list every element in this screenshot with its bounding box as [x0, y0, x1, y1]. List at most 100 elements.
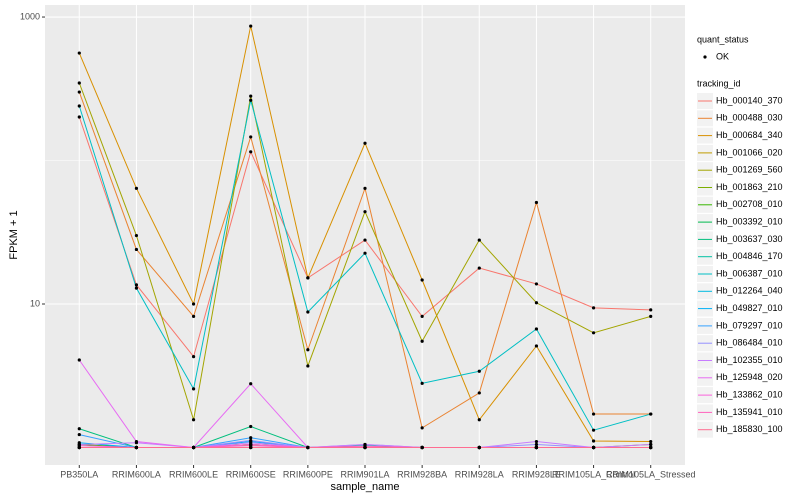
- x-tick-label: RRIM600LA: [112, 469, 161, 479]
- data-point: [477, 418, 481, 422]
- data-point: [249, 436, 253, 440]
- data-point: [191, 314, 196, 318]
- data-point: [363, 251, 367, 255]
- x-tick-label: RRIM928LA: [455, 469, 504, 479]
- legend-label: Hb_006387_010: [716, 268, 783, 278]
- data-point: [591, 331, 596, 335]
- data-point: [477, 445, 481, 450]
- data-point: [191, 387, 196, 391]
- legend-label: Hb_001066_020: [716, 147, 783, 157]
- data-point: [306, 348, 310, 352]
- data-point: [249, 24, 253, 28]
- data-point: [477, 238, 481, 242]
- x-tick-label: RRIM105LA_Control: [552, 469, 635, 479]
- legend-label: Hb_003637_030: [716, 234, 783, 244]
- data-point: [420, 314, 424, 318]
- data-point: [306, 445, 310, 450]
- data-point: [77, 445, 81, 450]
- x-tick-label: RRIM901LA: [340, 469, 389, 479]
- data-point: [420, 339, 424, 343]
- data-point: [649, 439, 653, 444]
- data-point: [306, 310, 310, 314]
- legend-label: Hb_000684_340: [716, 130, 783, 140]
- data-point: [134, 445, 139, 450]
- data-point: [249, 438, 253, 443]
- data-point: [191, 302, 196, 306]
- x-tick-label: RRIM600LE: [169, 469, 218, 479]
- legend-label: Hb_002708_010: [716, 199, 783, 209]
- data-point: [591, 445, 596, 450]
- data-point: [363, 186, 367, 190]
- legend-key: [703, 55, 707, 59]
- legend-label: Hb_012264_040: [716, 286, 783, 296]
- data-point: [363, 141, 367, 145]
- data-point: [477, 391, 481, 395]
- data-point: [649, 442, 653, 447]
- data-point: [534, 344, 539, 348]
- x-tick-label: RRIM600SE: [226, 469, 276, 479]
- legend-label: Hb_135941_010: [716, 407, 783, 417]
- y-tick-label: 1000: [20, 11, 40, 21]
- data-point: [477, 369, 481, 373]
- data-point: [591, 428, 596, 432]
- legend-label: Hb_049827_010: [716, 303, 783, 313]
- data-point: [134, 286, 139, 290]
- data-point: [249, 150, 253, 154]
- legend-label: Hb_102355_010: [716, 355, 783, 365]
- data-point: [134, 186, 139, 190]
- data-point: [477, 266, 481, 270]
- data-point: [534, 282, 539, 286]
- data-point: [591, 306, 596, 310]
- legend-label: Hb_001269_560: [716, 165, 783, 175]
- data-point: [534, 200, 539, 205]
- data-point: [306, 276, 310, 280]
- x-tick-label: RRIM105LA_Stressed: [606, 469, 696, 479]
- legend-label: Hb_185830_100: [716, 424, 783, 434]
- data-point: [249, 94, 253, 98]
- data-point: [77, 358, 81, 362]
- data-point: [134, 247, 139, 252]
- data-point: [249, 445, 253, 450]
- data-point: [191, 418, 196, 422]
- legend-label: Hb_133862_010: [716, 389, 783, 399]
- data-point: [363, 210, 367, 214]
- data-point: [77, 90, 81, 94]
- legend-title: quant_status: [697, 34, 749, 44]
- data-point: [534, 439, 539, 444]
- legend-label: Hb_004846_170: [716, 251, 783, 261]
- data-point: [649, 308, 653, 312]
- y-axis-label: FPKM + 1: [8, 210, 20, 259]
- data-point: [249, 424, 253, 429]
- data-point: [77, 115, 81, 119]
- data-point: [134, 283, 139, 287]
- data-point: [77, 81, 81, 85]
- legend-label: Hb_000140_370: [716, 95, 783, 105]
- data-point: [191, 445, 196, 450]
- data-point: [249, 98, 253, 102]
- data-point: [591, 439, 596, 443]
- data-point: [591, 412, 596, 416]
- legend-label: Hb_003392_010: [716, 216, 783, 226]
- x-tick-label: RRIM600PE: [283, 469, 333, 479]
- data-point: [420, 426, 424, 430]
- data-point: [363, 238, 367, 242]
- data-point: [534, 327, 539, 331]
- x-tick-label: PB350LA: [60, 469, 98, 479]
- legend-label: Hb_000488_030: [716, 113, 783, 123]
- data-point: [363, 445, 367, 450]
- data-point: [420, 381, 424, 385]
- data-point: [534, 445, 539, 450]
- data-point: [134, 439, 139, 444]
- data-point: [420, 445, 424, 450]
- data-point: [420, 278, 424, 282]
- legend-label: Hb_079297_010: [716, 320, 783, 330]
- data-point: [649, 412, 653, 416]
- data-point: [134, 233, 139, 238]
- legend-label: OK: [716, 51, 729, 61]
- data-point: [249, 382, 253, 386]
- data-point: [77, 104, 81, 108]
- legend-label: Hb_125948_020: [716, 372, 783, 382]
- data-point: [77, 432, 81, 437]
- data-point: [534, 442, 539, 447]
